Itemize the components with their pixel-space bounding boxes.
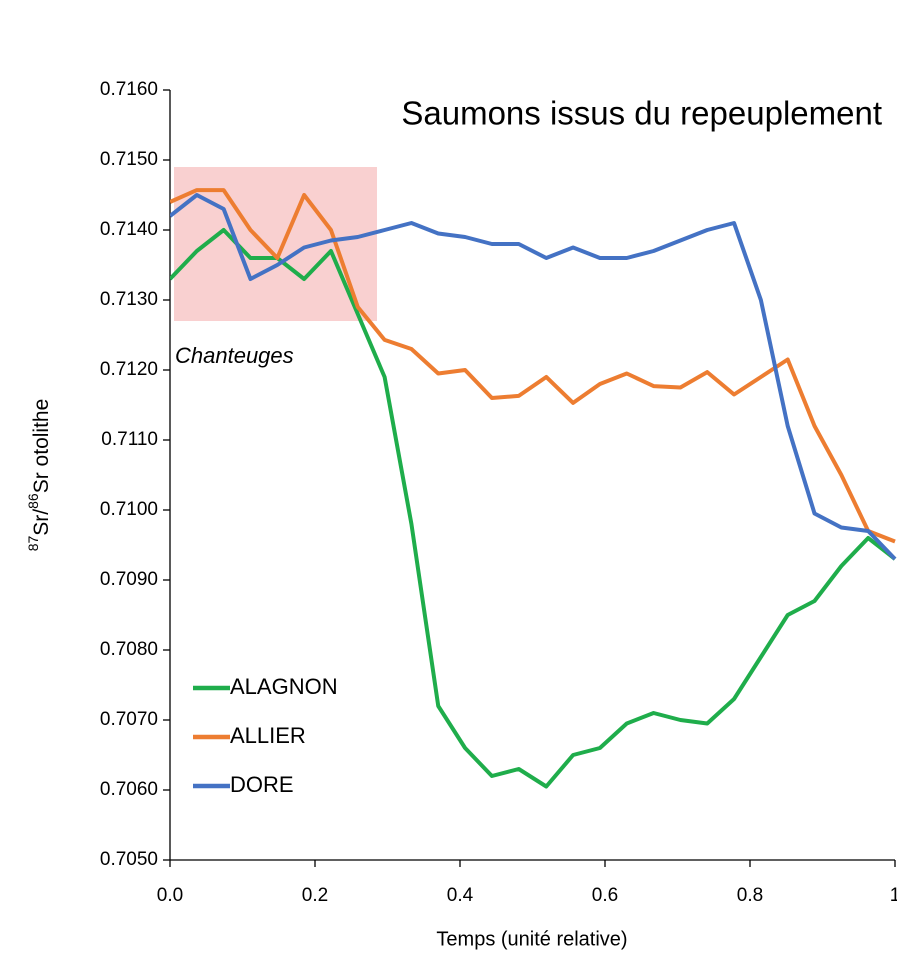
legend-label: DORE [230,772,294,797]
y-tick-label: 0.7050 [100,849,158,870]
y-axis-title-part: Sr/ [30,509,53,536]
x-tick-label: 0.6 [592,885,618,906]
x-tick-label: 0.4 [447,885,474,906]
chart-title: Saumons issus du repeuplement [401,95,882,132]
x-tick-label: 1 [890,885,897,906]
y-axis-title-part: Sr otolithe [30,399,53,494]
y-tick-label: 0.7090 [100,569,158,590]
series-line [170,193,897,561]
highlight-label: Chanteuges [175,343,294,368]
x-axis-title: Temps (unité relative) [436,928,627,950]
y-tick-label: 0.7080 [100,639,158,660]
y-tick-label: 0.7070 [100,709,158,730]
y-tick-label: 0.7110 [101,429,158,450]
y-axis-title-part: 87 [25,535,41,551]
y-tick-label: 0.7140 [100,219,158,240]
x-tick-label: 0.8 [737,885,763,906]
y-tick-label: 0.7060 [100,779,158,800]
series-line [170,228,897,789]
x-tick-label: 0.0 [157,885,183,906]
legend-label: ALLIER [230,723,306,748]
y-tick-label: 0.7160 [100,79,158,100]
legend-label: ALAGNON [230,674,338,699]
y-axis-title: 87Sr/86Sr otolithe [25,399,53,552]
y-tick-label: 0.7120 [100,359,158,380]
x-tick-label: 0.2 [302,885,328,906]
y-tick-label: 0.7130 [100,289,158,310]
y-tick-label: 0.7150 [100,149,158,170]
y-axis-title-part: 86 [25,493,41,509]
y-tick-label: 0.7100 [100,499,158,520]
